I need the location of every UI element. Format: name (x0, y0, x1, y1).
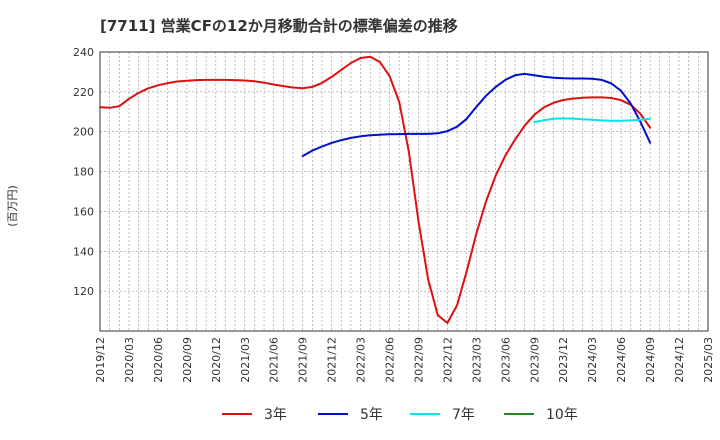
x-tick-label: 2022/06 (384, 337, 397, 383)
chart-title: [7711] 営業CFの12か月移動合計の標準偏差の推移 (100, 17, 458, 35)
x-tick-label: 2023/12 (557, 337, 570, 383)
x-tick-label: 2020/06 (152, 337, 165, 383)
y-tick-label: 200 (73, 126, 94, 139)
series-lines (99, 55, 652, 324)
x-tick-label: 2023/03 (470, 337, 483, 383)
x-tick-label: 2021/09 (297, 337, 310, 383)
legend: 3年 5年 7年 10年 (222, 407, 578, 423)
x-tick-label: 2021/03 (239, 337, 252, 383)
x-tick-label: 2020/03 (123, 337, 136, 383)
x-tick-label: 2022/03 (355, 337, 368, 383)
y-tick-label: 120 (73, 285, 94, 298)
y-tick-label: 240 (73, 46, 94, 59)
legend-label: 3年 (264, 407, 287, 423)
x-tick-label: 2023/09 (528, 337, 541, 383)
x-tick-label: 2024/09 (644, 337, 657, 383)
x-tick-label: 2021/12 (326, 337, 339, 383)
x-tick-label: 2024/12 (673, 337, 686, 383)
x-tick-label: 2020/12 (210, 337, 223, 383)
x-tick-label: 2024/03 (586, 337, 599, 383)
x-tick-label: 2023/06 (499, 337, 512, 383)
plot-frame (99, 51, 709, 332)
y-axis-label: (百万円) (6, 185, 19, 227)
series-line-2 (301, 72, 652, 157)
legend-label: 7年 (452, 407, 475, 423)
y-tick-label: 180 (73, 166, 94, 179)
x-tick-label: 2024/06 (615, 337, 628, 383)
legend-label: 5年 (360, 407, 383, 423)
grid (100, 52, 708, 331)
x-tick-label: 2021/06 (268, 337, 281, 383)
x-tick-label: 2025/03 (702, 337, 715, 383)
y-tick-label: 160 (73, 205, 94, 218)
axes: 120 140 160 180 200 220 240 2019/12 2020/03 2020/… (73, 46, 715, 383)
y-tick-label: 140 (73, 245, 94, 258)
x-tick-label: 2022/09 (412, 337, 425, 383)
x-tick-label: 2020/09 (181, 337, 194, 383)
series-line-3 (533, 117, 652, 124)
series-line-1 (99, 55, 652, 324)
x-tick-label: 2019/12 (94, 337, 107, 383)
legend-label: 10年 (546, 407, 578, 423)
y-tick-label: 220 (73, 86, 94, 99)
x-tick-label: 2022/12 (441, 337, 454, 383)
